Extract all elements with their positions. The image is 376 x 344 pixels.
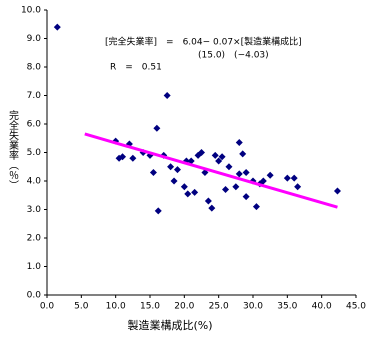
point — [208, 204, 216, 212]
point — [235, 139, 243, 147]
point — [235, 170, 243, 178]
y-tick-label: 8.0 — [27, 63, 42, 73]
x-tick-label: 25.0 — [209, 302, 229, 312]
y-tick-label: 9.0 — [27, 34, 42, 44]
point — [283, 174, 291, 182]
point — [191, 188, 199, 196]
x-tick-label: 35.0 — [277, 302, 297, 312]
point — [184, 190, 192, 198]
y-tick-label: 3.0 — [27, 205, 42, 215]
point — [129, 154, 137, 162]
point — [204, 197, 212, 205]
point — [232, 183, 240, 191]
point — [225, 163, 233, 171]
x-tick-label: 45.0 — [346, 302, 366, 312]
point — [170, 177, 178, 185]
x-tick-label: 15.0 — [140, 302, 160, 312]
y-tick-label: 2.0 — [27, 234, 42, 244]
point — [252, 203, 260, 211]
x-tick-label: 40.0 — [312, 302, 332, 312]
x-tick-label: 20.0 — [174, 302, 194, 312]
y-tick-label: 7.0 — [27, 91, 42, 101]
annotation: [完全失業率] = 6.04− 0.07×[製造業構成比] — [105, 36, 302, 48]
y-tick-label: 1.0 — [27, 262, 42, 272]
point — [53, 23, 61, 31]
x-tick-label: 0.0 — [40, 302, 55, 312]
x-axis-label: 製造業構成比(%) — [127, 318, 212, 332]
x-tick-label: 5.0 — [74, 302, 89, 312]
x-tick-label: 30.0 — [243, 302, 263, 312]
point — [173, 166, 181, 174]
point — [119, 153, 127, 161]
x-tick-label: 10.0 — [106, 302, 126, 312]
trend-line — [84, 132, 338, 209]
point — [218, 153, 226, 161]
point — [222, 186, 230, 194]
point — [163, 92, 171, 99]
point — [211, 151, 219, 159]
point — [239, 150, 247, 158]
point — [154, 207, 162, 215]
point — [259, 177, 267, 185]
point — [242, 168, 250, 176]
y-tick-label: 5.0 — [27, 148, 42, 158]
annotation: R = 0.51 — [110, 63, 162, 73]
point — [242, 193, 250, 201]
point — [167, 163, 175, 171]
y-tick-label: 10.0 — [21, 6, 41, 16]
point — [333, 187, 341, 195]
annotation: (15.0) (−4.03) — [198, 51, 269, 61]
point — [266, 171, 274, 179]
point — [180, 183, 188, 191]
y-tick-label: 6.0 — [27, 120, 42, 130]
point — [290, 174, 298, 182]
y-tick-label: 0.0 — [27, 291, 42, 301]
point — [149, 168, 157, 176]
point — [153, 124, 161, 132]
point — [215, 157, 223, 165]
y-axis-label: 完全失業率（％） — [7, 109, 19, 190]
point — [294, 183, 302, 191]
y-tick-label: 4.0 — [27, 177, 42, 187]
point — [198, 149, 205, 156]
